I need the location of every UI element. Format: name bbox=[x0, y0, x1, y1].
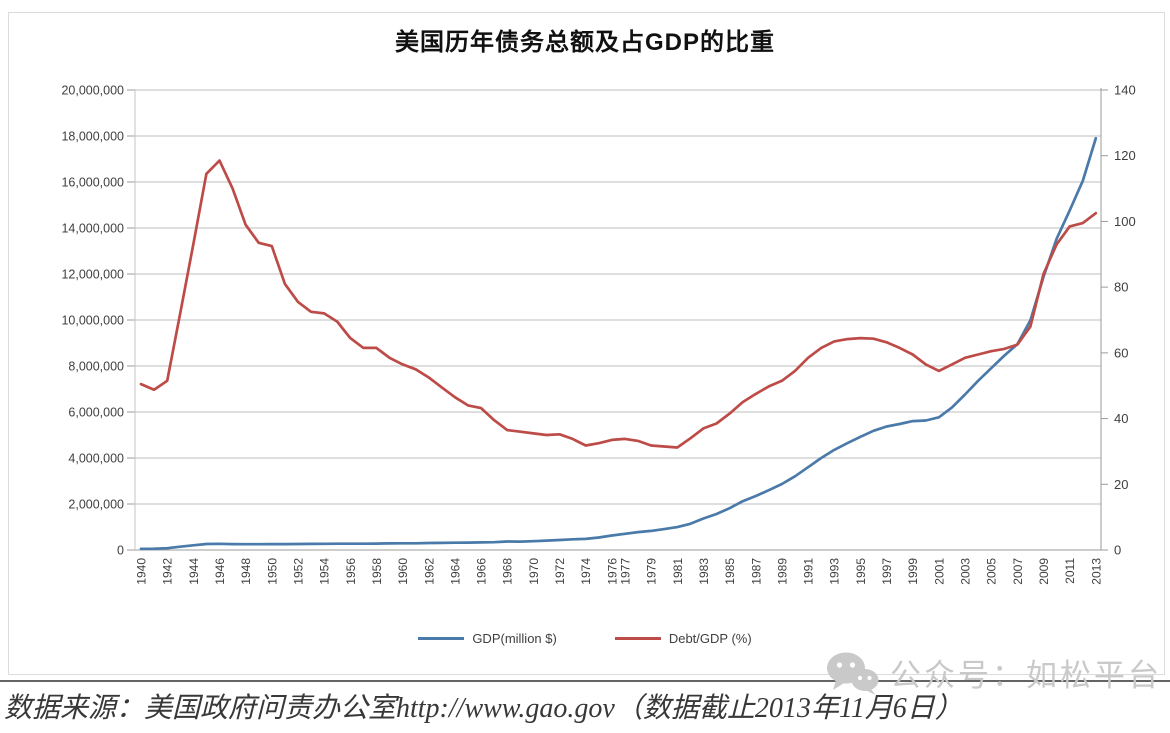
watermark: 公众号：如松平台 bbox=[826, 650, 1162, 695]
svg-text:16,000,000: 16,000,000 bbox=[61, 176, 124, 190]
svg-text:6,000,000: 6,000,000 bbox=[68, 406, 124, 420]
gdp-line-swatch bbox=[418, 637, 465, 640]
svg-text:1950: 1950 bbox=[265, 558, 279, 585]
svg-text:1966: 1966 bbox=[475, 558, 489, 585]
svg-text:8,000,000: 8,000,000 bbox=[68, 360, 124, 374]
svg-text:1972: 1972 bbox=[553, 558, 567, 585]
svg-text:1952: 1952 bbox=[291, 558, 305, 585]
svg-text:2013: 2013 bbox=[1089, 558, 1103, 585]
svg-text:2001: 2001 bbox=[932, 558, 946, 585]
svg-text:1954: 1954 bbox=[318, 558, 332, 585]
svg-text:1960: 1960 bbox=[396, 558, 410, 585]
debt-gdp-chart: 20,000,000 18,000,000 16,000,000 14,000,000… bbox=[61, 83, 1136, 585]
svg-text:14,000,000: 14,000,000 bbox=[61, 222, 124, 236]
series-line-debt-gdp bbox=[139, 159, 1098, 449]
svg-text:1985: 1985 bbox=[723, 558, 737, 585]
svg-text:1974: 1974 bbox=[579, 558, 593, 585]
svg-text:1976: 1976 bbox=[605, 558, 619, 585]
chart-legend: GDP(million $) Debt/GDP (%) bbox=[0, 631, 1170, 646]
svg-text:1948: 1948 bbox=[239, 558, 253, 585]
svg-text:1962: 1962 bbox=[422, 558, 436, 585]
series-line-gdp bbox=[139, 136, 1098, 551]
svg-text:10,000,000: 10,000,000 bbox=[61, 314, 124, 328]
svg-text:12,000,000: 12,000,000 bbox=[61, 268, 124, 282]
svg-text:1999: 1999 bbox=[906, 558, 920, 585]
svg-text:40: 40 bbox=[1114, 411, 1128, 426]
svg-text:2011: 2011 bbox=[1063, 558, 1077, 584]
svg-text:4,000,000: 4,000,000 bbox=[68, 452, 124, 466]
svg-text:1940: 1940 bbox=[135, 558, 149, 585]
svg-text:140: 140 bbox=[1114, 83, 1136, 98]
svg-text:120: 120 bbox=[1114, 148, 1136, 163]
legend-label-gdp: GDP(million $) bbox=[472, 631, 557, 646]
svg-text:1956: 1956 bbox=[344, 558, 358, 585]
legend-item-debt-gdp: Debt/GDP (%) bbox=[614, 631, 752, 646]
svg-text:0: 0 bbox=[1114, 543, 1121, 558]
svg-text:1946: 1946 bbox=[213, 558, 227, 585]
svg-text:1989: 1989 bbox=[775, 558, 789, 585]
svg-text:1987: 1987 bbox=[749, 558, 763, 585]
svg-text:2,000,000: 2,000,000 bbox=[68, 498, 124, 512]
svg-text:0: 0 bbox=[117, 544, 124, 558]
svg-text:1944: 1944 bbox=[187, 558, 201, 585]
legend-label-debt-gdp: Debt/GDP (%) bbox=[668, 631, 752, 646]
svg-text:2007: 2007 bbox=[1011, 558, 1025, 585]
divider-line bbox=[0, 680, 1170, 682]
svg-text:18,000,000: 18,000,000 bbox=[61, 130, 124, 144]
svg-text:1979: 1979 bbox=[645, 558, 659, 585]
watermark-text: 公众号：如松平台 bbox=[890, 658, 1162, 693]
svg-text:1991: 1991 bbox=[802, 558, 816, 585]
source-caption: 数据来源：美国政府问责办公室http://www.gao.gov（数据截止201… bbox=[4, 693, 963, 724]
debt-gdp-line-swatch bbox=[614, 637, 661, 640]
svg-text:1942: 1942 bbox=[161, 558, 175, 585]
svg-text:1977: 1977 bbox=[618, 558, 632, 585]
svg-text:1983: 1983 bbox=[697, 558, 711, 585]
svg-text:1968: 1968 bbox=[501, 558, 515, 585]
svg-text:2005: 2005 bbox=[985, 558, 999, 585]
chart-title: 美国历年债务总额及占GDP的比重 bbox=[394, 29, 775, 56]
legend-item-gdp: GDP(million $) bbox=[418, 631, 557, 646]
svg-text:1964: 1964 bbox=[448, 558, 462, 585]
svg-text:1997: 1997 bbox=[880, 558, 894, 585]
svg-text:20: 20 bbox=[1114, 477, 1128, 492]
svg-text:1995: 1995 bbox=[854, 558, 868, 585]
svg-text:1993: 1993 bbox=[828, 558, 842, 585]
svg-text:20,000,000: 20,000,000 bbox=[61, 84, 124, 98]
svg-text:100: 100 bbox=[1114, 214, 1136, 229]
svg-text:60: 60 bbox=[1114, 345, 1128, 360]
svg-text:2009: 2009 bbox=[1037, 558, 1051, 585]
svg-text:80: 80 bbox=[1114, 280, 1128, 295]
svg-text:1958: 1958 bbox=[370, 558, 384, 585]
wechat-icon bbox=[827, 652, 879, 695]
svg-text:1981: 1981 bbox=[671, 558, 685, 585]
svg-text:1970: 1970 bbox=[527, 558, 541, 585]
svg-text:2003: 2003 bbox=[959, 558, 973, 585]
chart-frame bbox=[8, 12, 1165, 675]
